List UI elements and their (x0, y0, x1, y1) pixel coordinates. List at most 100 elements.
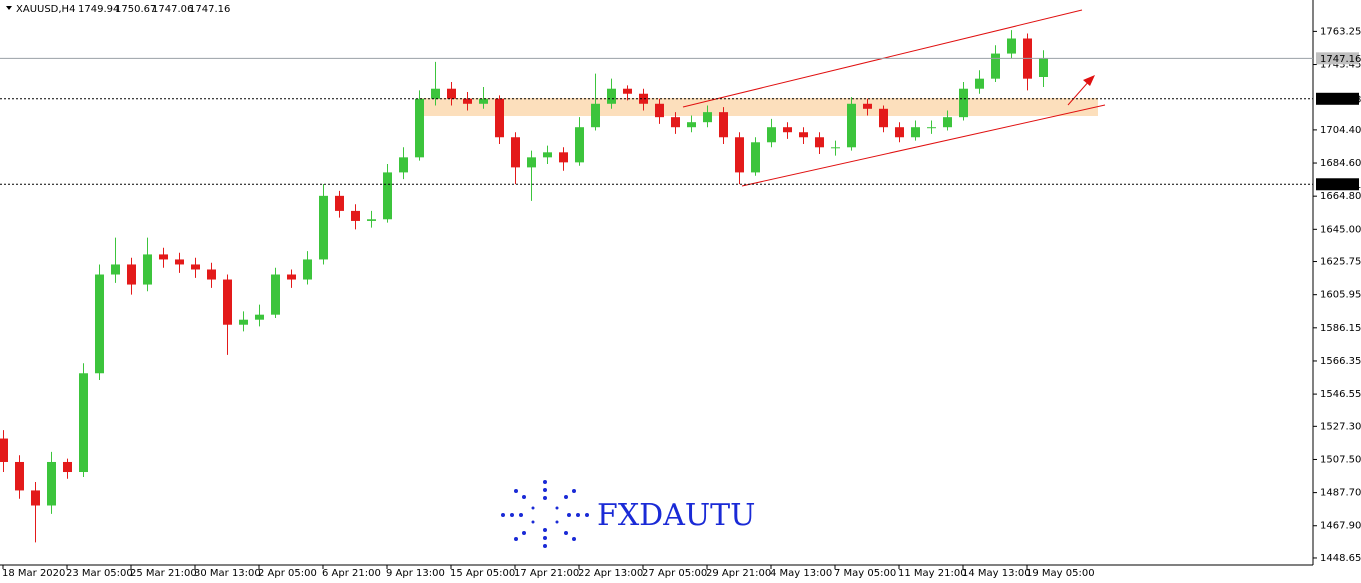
candle-body (175, 259, 184, 265)
candle-body (111, 264, 120, 275)
x-tick-label: 29 Apr 21:00 (706, 568, 771, 579)
arrow (1067, 75, 1095, 106)
candle-body (95, 274, 104, 374)
y-tick-label: 1605.95 (1320, 290, 1361, 301)
candle-body (271, 274, 280, 315)
candle-body (863, 103, 872, 109)
candle-body (943, 117, 952, 128)
candle-body (303, 259, 312, 280)
candle-body (879, 108, 888, 128)
candle-body (767, 127, 776, 143)
candle-body (991, 53, 1000, 79)
candle-body (671, 117, 680, 128)
y-tick-label: 1625.75 (1320, 257, 1361, 268)
price-level-label: 1722.98 (1320, 94, 1361, 105)
candle-body (0, 438, 8, 462)
candle-body (799, 132, 808, 138)
y-tick-label: 1763.25 (1320, 26, 1361, 37)
x-tick-label: 18 Mar 2020 (2, 568, 65, 579)
candle-body (207, 269, 216, 280)
candle-body (975, 78, 984, 89)
candle-body (559, 152, 568, 163)
candle-body (607, 88, 616, 104)
header-value: 1747.16 (189, 4, 230, 15)
x-tick-label: 11 May 21:00 (898, 568, 967, 579)
candle-body (255, 314, 264, 320)
x-tick-label: 2 Apr 05:00 (258, 568, 317, 579)
candle-body (415, 98, 424, 158)
candle-body (447, 88, 456, 99)
price-level-box (1316, 52, 1359, 65)
candle-body (1039, 58, 1048, 77)
candle-body (895, 127, 904, 138)
candle-body (63, 461, 72, 473)
y-tick-label: 1704.40 (1320, 125, 1361, 136)
candle-body (655, 103, 664, 118)
x-tick-label: 25 Mar 21:00 (130, 568, 197, 579)
candle-body (159, 254, 168, 260)
y-tick-label: 1507.50 (1320, 454, 1361, 465)
candle-body (287, 274, 296, 280)
candle-body (191, 264, 200, 270)
price-level-label: 1671.91 (1320, 180, 1361, 191)
y-tick-label: 1527.30 (1320, 421, 1361, 432)
candle-body (383, 172, 392, 220)
header-value: 1750.67 (115, 4, 156, 15)
candle-body (687, 122, 696, 128)
symbol: XAUUSD,H4 (16, 4, 75, 15)
watermark-text: FXDAUTU (597, 498, 755, 533)
price-level-box (1316, 92, 1359, 105)
candle-body (623, 88, 632, 94)
candle-body (927, 127, 936, 129)
candle-body (815, 137, 824, 148)
y-tick-label: 1487.70 (1320, 488, 1361, 499)
candle-body (751, 142, 760, 173)
x-tick-label: 7 May 05:00 (834, 568, 896, 579)
y-tick-label: 1684.60 (1320, 158, 1361, 169)
header-value: 1749.94 (78, 4, 119, 15)
y-tick-label: 1448.65 (1320, 553, 1361, 564)
candle-body (735, 137, 744, 173)
candle-body (399, 157, 408, 173)
y-tick-label: 1664.80 (1320, 191, 1361, 202)
watermark: FXDAUTU (501, 480, 755, 548)
candle-body (127, 264, 136, 285)
y-tick-label: 1586.15 (1320, 323, 1361, 334)
candle-body (367, 219, 376, 221)
candle-body (511, 137, 520, 168)
channel-lower (741, 104, 1106, 187)
candle-body (543, 152, 552, 158)
candle-body (783, 127, 792, 133)
x-tick-label: 22 Apr 13:00 (578, 568, 643, 579)
candle-body (223, 279, 232, 325)
candle-body (463, 98, 472, 104)
candle-body (495, 98, 504, 138)
candle-body (831, 147, 840, 149)
x-tick-label: 27 Apr 05:00 (642, 568, 707, 579)
candle-body (703, 112, 712, 123)
candle-body (47, 461, 56, 506)
y-tick-label: 1645.00 (1320, 224, 1361, 235)
x-tick-label: 6 Apr 21:00 (322, 568, 381, 579)
candle-body (719, 112, 728, 138)
price-level-box (1316, 178, 1359, 191)
candle-body (351, 210, 360, 221)
candle-body (1007, 38, 1016, 54)
watermark-icon (501, 480, 589, 548)
candle-body (479, 98, 488, 104)
candle-body (15, 461, 24, 491)
candle-body (911, 127, 920, 138)
menu-icon[interactable] (6, 6, 12, 10)
header-value: 1747.06 (152, 4, 193, 15)
x-tick-label: 4 May 13:00 (770, 568, 832, 579)
price-level-label: 1747.16 (1320, 54, 1361, 65)
candle-body (959, 88, 968, 118)
plot-area (0, 30, 1048, 543)
candle-body (319, 195, 328, 260)
x-tick-label: 14 May 13:00 (962, 568, 1031, 579)
candle-body (431, 88, 440, 99)
candle-body (239, 319, 248, 325)
